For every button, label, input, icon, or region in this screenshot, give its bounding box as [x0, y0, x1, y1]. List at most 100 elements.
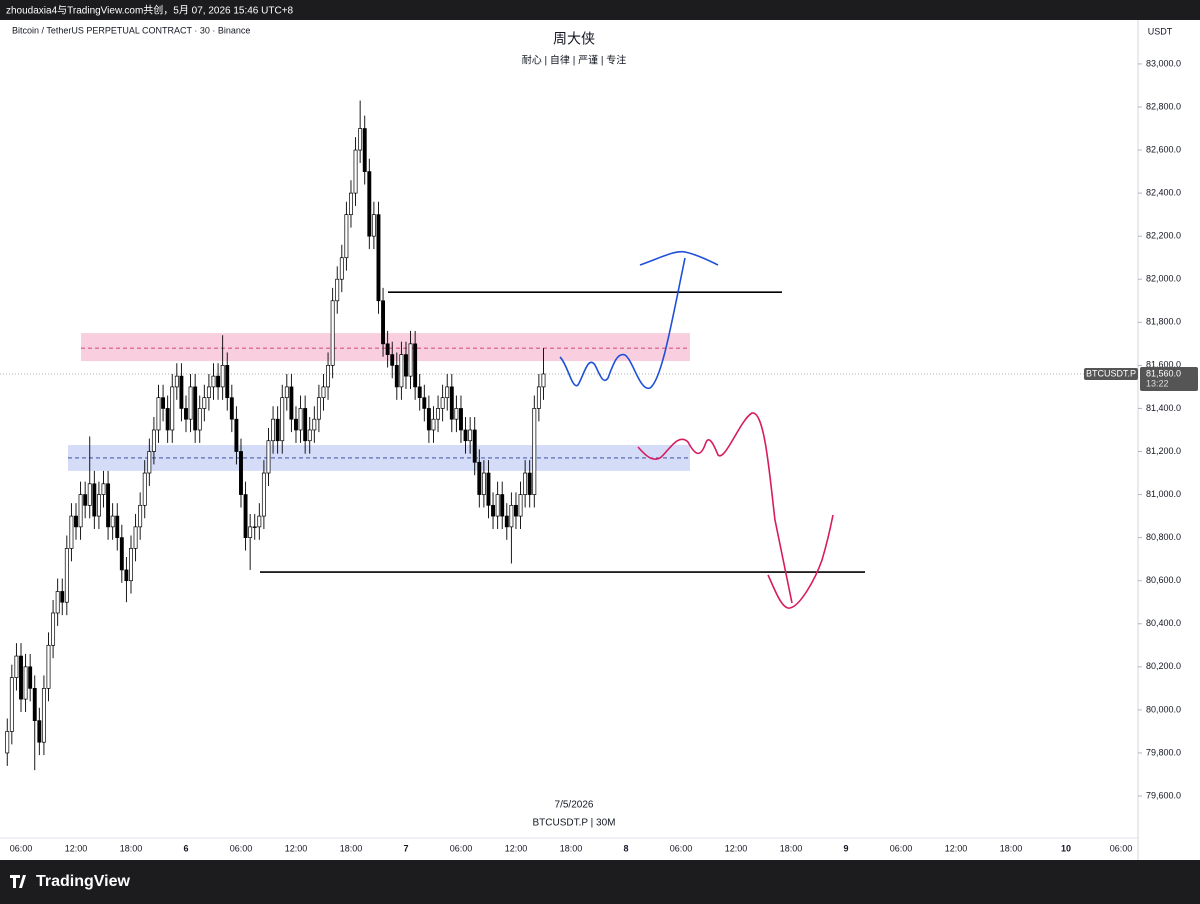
candle-body	[523, 472, 528, 495]
x-tick-label: 6	[183, 843, 188, 853]
candle-body	[124, 569, 129, 582]
candle-body	[358, 128, 363, 151]
candle-body	[275, 418, 280, 442]
candle-body	[184, 408, 188, 420]
candle-body	[170, 386, 175, 431]
candle-body	[431, 418, 436, 431]
candle-body	[541, 373, 546, 388]
x-tick-label: 10	[1061, 843, 1071, 853]
candle-body	[536, 386, 541, 409]
x-tick-label: 12:00	[285, 843, 308, 853]
candle-body	[527, 472, 532, 495]
y-tick-label: 80,600.0	[1146, 575, 1181, 585]
candle-body	[142, 472, 147, 506]
y-tick-label: 79,600.0	[1146, 790, 1181, 800]
candle-body	[193, 386, 198, 431]
candle-body	[257, 515, 262, 528]
y-tick-label: 80,200.0	[1146, 661, 1181, 671]
bearish-scenario-drawing	[637, 412, 834, 609]
watermark-date: 7/5/2026	[555, 800, 594, 811]
bullish-scenario-drawing	[559, 250, 719, 389]
x-tick-label: 12:00	[945, 843, 968, 853]
candle-body	[459, 408, 463, 431]
candle-body	[518, 494, 523, 517]
y-tick-label: 82,000.0	[1146, 274, 1181, 284]
candle-body	[390, 354, 395, 366]
candle-body	[376, 214, 381, 302]
candle-body	[298, 408, 303, 431]
candle-body	[440, 397, 445, 409]
candle-body	[316, 397, 321, 420]
candle-body	[362, 128, 367, 172]
candle-body	[335, 278, 340, 302]
candle-body	[225, 365, 230, 399]
y-tick-label: 81,800.0	[1146, 317, 1181, 327]
candle-body	[46, 644, 51, 689]
x-tick-label: 18:00	[340, 843, 363, 853]
candle-body	[161, 397, 166, 409]
currency-label: USDT	[1148, 26, 1173, 36]
candle-body	[69, 515, 74, 549]
candle-body	[404, 354, 408, 377]
symbol-title: Bitcoin / TetherUS PERPETUAL CONTRACT · …	[12, 25, 250, 35]
candle-body	[5, 731, 10, 754]
candle-body	[110, 515, 115, 528]
candle-body	[417, 386, 422, 399]
candle-body	[55, 591, 60, 614]
logo-text: TradingView	[36, 873, 131, 890]
symbol-tag-label: BTCUSDT.P	[1086, 368, 1136, 378]
x-tick-label: 12:00	[65, 843, 88, 853]
candle-body	[321, 386, 326, 399]
candle-body	[353, 149, 358, 194]
y-tick-label: 80,800.0	[1146, 532, 1181, 542]
candle-body	[92, 483, 97, 517]
candle-body	[271, 418, 276, 442]
candle-body	[486, 472, 491, 506]
candle-body	[129, 548, 133, 582]
header-text: zhoudaxia4与TradingView.com共创，5月 07, 2026…	[6, 4, 294, 17]
candle-body	[454, 408, 459, 420]
logo-icon	[10, 875, 26, 888]
candle-body	[106, 483, 111, 528]
candle-body	[32, 688, 37, 722]
y-tick-label: 81,000.0	[1146, 489, 1181, 499]
countdown-label: 13:22	[1146, 378, 1169, 388]
candle-body	[60, 591, 65, 603]
candle-body	[23, 666, 28, 700]
candle-body	[532, 408, 537, 495]
candle-body	[138, 504, 143, 528]
top-bar	[0, 0, 1200, 20]
chart-title: 周大侠	[553, 31, 595, 47]
x-tick-label: 9	[843, 843, 848, 853]
x-tick-label: 06:00	[1110, 843, 1133, 853]
candle-body	[509, 504, 514, 528]
candle-body	[339, 257, 344, 280]
candle-body	[41, 688, 46, 743]
candle-body	[449, 386, 454, 420]
y-tick-label: 80,000.0	[1146, 704, 1181, 714]
candle-body	[51, 612, 56, 646]
candle-body	[477, 461, 482, 495]
candle-body	[156, 397, 161, 431]
candle-body	[151, 429, 156, 452]
candle-body	[115, 515, 120, 538]
x-tick-label: 06:00	[230, 843, 253, 853]
candle-body	[289, 386, 294, 420]
candle-body	[133, 526, 138, 549]
candle-body	[463, 429, 468, 442]
candle-body	[422, 397, 427, 409]
candle-body	[413, 343, 418, 388]
candle-body	[312, 418, 317, 431]
candle-body	[28, 666, 33, 689]
candle-body	[284, 386, 289, 399]
candle-body	[481, 472, 486, 495]
y-tick-label: 82,800.0	[1146, 101, 1181, 111]
candle-body	[220, 365, 225, 388]
x-tick-label: 7	[403, 843, 408, 853]
x-tick-label: 06:00	[10, 843, 33, 853]
candle-body	[303, 408, 308, 442]
y-tick-label: 81,600.0	[1146, 360, 1181, 370]
y-tick-label: 82,200.0	[1146, 231, 1181, 241]
y-tick-label: 82,400.0	[1146, 187, 1181, 197]
candle-body	[119, 537, 124, 571]
